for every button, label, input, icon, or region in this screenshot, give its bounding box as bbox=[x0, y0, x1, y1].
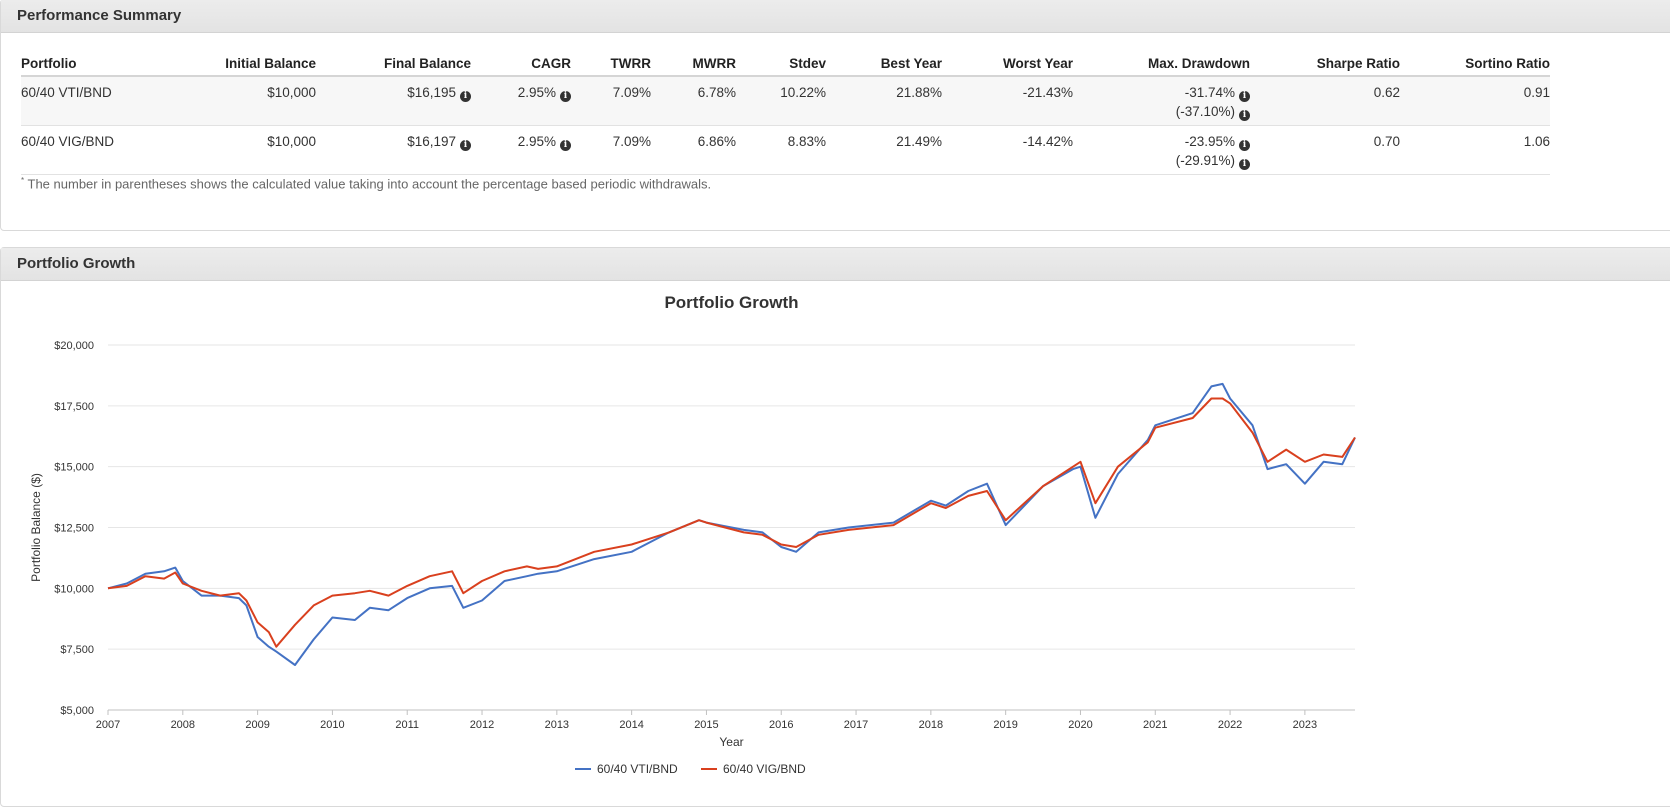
cell-portfolio: 60/40 VIG/BND bbox=[21, 125, 161, 175]
x-tick-label: 2014 bbox=[619, 719, 643, 731]
cell-sharpe-ratio: 0.62 bbox=[1250, 76, 1400, 126]
x-tick-label: 2012 bbox=[470, 719, 494, 731]
legend-label-1: 60/40 VTI/BND bbox=[597, 762, 678, 776]
header-twrr: TWRR bbox=[571, 50, 651, 77]
x-tick-label: 2023 bbox=[1293, 719, 1317, 731]
header-sharpe-ratio: Sharpe Ratio bbox=[1250, 50, 1400, 77]
cell-worst-year: -21.43% bbox=[942, 76, 1073, 126]
table-row: 60/40 VIG/BND $10,000 $16,197 i 2.95% i 7.… bbox=[21, 125, 1550, 175]
legend-label-2: 60/40 VIG/BND bbox=[723, 762, 806, 776]
table-row: 60/40 VTI/BND $10,000 $16,195 i 2.95% i 7.… bbox=[21, 76, 1550, 126]
info-icon[interactable]: i bbox=[1239, 140, 1250, 151]
performance-summary-table: Portfolio Initial Balance Final Balance … bbox=[21, 50, 1550, 175]
cell-max-drawdown: -31.74% i (-37.10%) i bbox=[1073, 76, 1250, 126]
x-tick-label: 2013 bbox=[545, 719, 569, 731]
header-final-balance: Final Balance bbox=[316, 50, 471, 77]
header-worst-year: Worst Year bbox=[942, 50, 1073, 77]
y-tick-label: $15,000 bbox=[54, 462, 94, 474]
cell-value: 2.95% bbox=[517, 85, 556, 100]
x-tick-label: 2018 bbox=[919, 719, 943, 731]
cell-twrr: 7.09% bbox=[571, 76, 651, 126]
x-tick-label: 2009 bbox=[245, 719, 269, 731]
cell-value: -23.95% bbox=[1184, 134, 1235, 149]
cell-value: 2.95% bbox=[517, 134, 556, 149]
cell-initial-balance: $10,000 bbox=[161, 125, 316, 175]
header-best-year: Best Year bbox=[826, 50, 942, 77]
y-tick-label: $12,500 bbox=[54, 523, 94, 535]
cell-value-withdrawals: (-37.10%) bbox=[1175, 104, 1235, 119]
performance-summary-panel: Performance Summary Portfolio Initial Ba… bbox=[0, 0, 1670, 231]
y-tick-label: $20,000 bbox=[54, 340, 94, 352]
x-tick-label: 2008 bbox=[171, 719, 195, 731]
x-tick-label: 2022 bbox=[1218, 719, 1242, 731]
portfolio-growth-title: Portfolio Growth bbox=[1, 248, 1670, 281]
x-tick-label: 2017 bbox=[844, 719, 868, 731]
y-tick-label: $7,500 bbox=[60, 644, 94, 656]
info-icon[interactable]: i bbox=[1239, 159, 1250, 170]
cell-final-balance: $16,195 i bbox=[316, 76, 471, 126]
table-header-row: Portfolio Initial Balance Final Balance … bbox=[21, 50, 1550, 77]
cell-best-year: 21.88% bbox=[826, 76, 942, 126]
cell-value-withdrawals: (-29.91%) bbox=[1175, 153, 1235, 168]
cell-stdev: 10.22% bbox=[736, 76, 826, 126]
info-icon[interactable]: i bbox=[460, 91, 471, 102]
info-icon[interactable]: i bbox=[1239, 110, 1250, 121]
y-tick-label: $5,000 bbox=[60, 705, 94, 717]
cell-twrr: 7.09% bbox=[571, 125, 651, 175]
series-line-2 bbox=[107, 397, 1356, 648]
header-stdev: Stdev bbox=[736, 50, 826, 77]
cell-value: -31.74% bbox=[1184, 85, 1235, 100]
cell-cagr: 2.95% i bbox=[471, 125, 571, 175]
cell-worst-year: -14.42% bbox=[942, 125, 1073, 175]
cell-mwrr: 6.78% bbox=[651, 76, 736, 126]
series-line-1 bbox=[107, 382, 1356, 666]
header-max-drawdown: Max. Drawdown bbox=[1073, 50, 1250, 77]
cell-sharpe-ratio: 0.70 bbox=[1250, 125, 1400, 175]
cell-final-balance: $16,197 i bbox=[316, 125, 471, 175]
portfolio-growth-chart: Portfolio Growth $5,000 $7,500 $10,000 $12,5… bbox=[29, 293, 1356, 776]
x-tick-label: 2019 bbox=[993, 719, 1017, 731]
footnote-mark: * bbox=[21, 176, 25, 185]
chart-title: Portfolio Growth bbox=[664, 293, 798, 312]
y-axis-title: Portfolio Balance ($) bbox=[29, 473, 43, 582]
header-sortino-ratio: Sortino Ratio bbox=[1400, 50, 1550, 77]
x-tick-label: 2007 bbox=[96, 719, 120, 731]
y-tick-label: $17,500 bbox=[54, 401, 94, 413]
cell-value: $16,197 bbox=[407, 134, 456, 149]
x-tick-label: 2015 bbox=[694, 719, 718, 731]
x-axis-title: Year bbox=[719, 735, 743, 749]
header-portfolio: Portfolio bbox=[21, 50, 161, 77]
cell-sortino-ratio: 1.06 bbox=[1400, 125, 1550, 175]
footnote-text: The number in parentheses shows the calc… bbox=[27, 176, 712, 192]
footnote: * The number in parentheses shows the ca… bbox=[21, 176, 711, 191]
cell-best-year: 21.49% bbox=[826, 125, 942, 175]
cell-portfolio: 60/40 VTI/BND bbox=[21, 76, 161, 126]
info-icon[interactable]: i bbox=[560, 91, 571, 102]
performance-summary-title: Performance Summary bbox=[1, 0, 1670, 33]
x-tick-label: 2020 bbox=[1068, 719, 1092, 731]
cell-stdev: 8.83% bbox=[736, 125, 826, 175]
cell-value: $16,195 bbox=[407, 85, 456, 100]
cell-cagr: 2.95% i bbox=[471, 76, 571, 126]
cell-max-drawdown: -23.95% i (-29.91%) i bbox=[1073, 125, 1250, 175]
cell-mwrr: 6.86% bbox=[651, 125, 736, 175]
x-tick-label: 2016 bbox=[769, 719, 793, 731]
y-tick-label: $10,000 bbox=[54, 583, 94, 595]
x-tick-label: 2011 bbox=[395, 719, 419, 731]
info-icon[interactable]: i bbox=[560, 140, 571, 151]
header-cagr: CAGR bbox=[471, 50, 571, 77]
x-tick-label: 2021 bbox=[1143, 719, 1167, 731]
cell-sortino-ratio: 0.91 bbox=[1400, 76, 1550, 126]
header-mwrr: MWRR bbox=[651, 50, 736, 77]
x-tick-label: 2010 bbox=[320, 719, 344, 731]
info-icon[interactable]: i bbox=[1239, 91, 1250, 102]
header-initial-balance: Initial Balance bbox=[161, 50, 316, 77]
cell-initial-balance: $10,000 bbox=[161, 76, 316, 126]
info-icon[interactable]: i bbox=[460, 140, 471, 151]
